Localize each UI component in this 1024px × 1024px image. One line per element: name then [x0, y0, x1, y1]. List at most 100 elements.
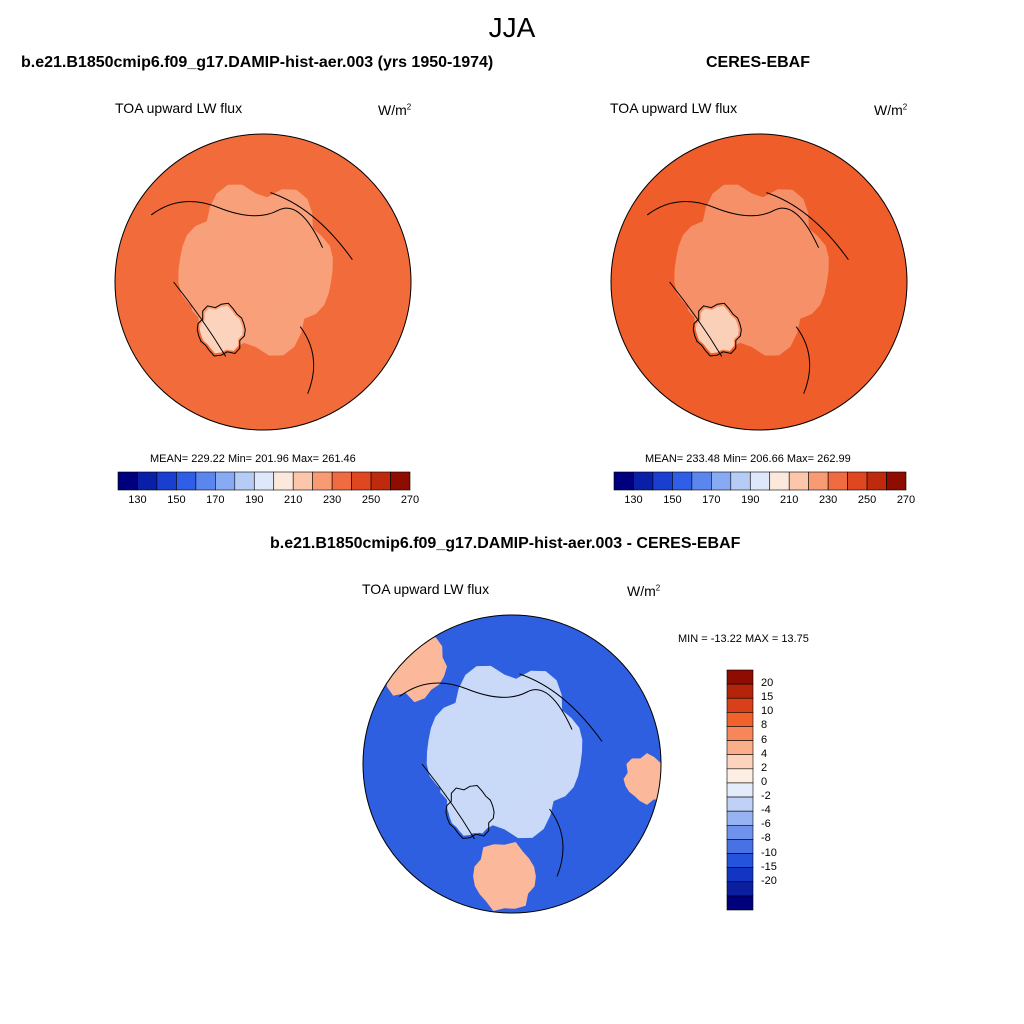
right-variable-label: TOA upward LW flux: [610, 100, 738, 116]
colorbar-tick-label: -20: [761, 874, 777, 887]
colorbar-tick-label: 190: [245, 494, 264, 506]
map-border: [362, 614, 662, 914]
diff-colorbar-ticks: 20 15 10 8 6 4 2 0 -2 -4 -6 -8 -10 -15 -20: [761, 670, 801, 910]
greenland-coastline: [692, 302, 742, 357]
colorbar-tick-label: -15: [761, 860, 777, 873]
greenland-field: [695, 306, 739, 354]
colorbar-swatch: [726, 839, 754, 854]
colorbar-swatch: [726, 881, 754, 897]
colorbar-tick-label: 8: [761, 719, 768, 732]
colorbar-swatch: [726, 669, 754, 685]
colorbar-swatch: [726, 754, 754, 770]
left-colorbar-ticks: 130 150 170 190 210 230 250 270: [118, 494, 419, 508]
colorbar-swatch: [726, 867, 754, 883]
right-colorbar-ticks: 130 150 170 190 210 230 250 270: [614, 494, 915, 508]
greenland-field: [448, 788, 492, 836]
colorbar-swatch: [672, 471, 693, 491]
colorbar-swatch: [769, 471, 790, 491]
colorbar-swatch: [749, 471, 771, 491]
colorbar-swatch: [613, 471, 634, 491]
colorbar-swatch: [827, 471, 848, 491]
warm-anomaly: [473, 842, 536, 911]
colorbar-swatch: [215, 471, 236, 491]
map-field: [115, 134, 411, 430]
colorbar-swatch: [726, 853, 754, 868]
diff-polar-map: [362, 614, 662, 914]
colorbar-tick-label: -8: [761, 832, 771, 845]
colorbar-swatch: [176, 471, 197, 491]
greenland-coastline: [196, 302, 246, 357]
left-units-label: W/m2: [378, 102, 412, 118]
map-field: [363, 615, 661, 913]
left-colorbar: [117, 471, 411, 491]
colorbar-swatch: [253, 471, 275, 491]
colorbar-tick-label: 0: [761, 775, 768, 788]
colorbar-tick-label: 210: [780, 494, 799, 506]
colorbar-swatch: [390, 471, 411, 491]
colorbar-tick-label: 2: [761, 761, 768, 774]
colorbar-swatch: [730, 471, 751, 491]
colorbar-tick-label: 270: [400, 494, 420, 506]
left-panel-title: b.e21.B1850cmip6.f09_g17.DAMIP-hist-aer.…: [21, 54, 494, 71]
colorbar-tick-label: 20: [761, 677, 774, 690]
colorbar-tick-label: 15: [761, 691, 774, 704]
right-panel-title: CERES-EBAF: [706, 54, 811, 71]
field-arctic: [682, 215, 791, 334]
colorbar-tick-label: -6: [761, 818, 771, 831]
colorbar-swatch: [726, 726, 754, 741]
colorbar-tick-label: 190: [741, 494, 760, 506]
colorbar-tick-label: 250: [857, 494, 877, 506]
colorbar-swatch: [652, 471, 673, 491]
left-polar-map: [114, 133, 412, 431]
colorbar-swatch: [788, 471, 809, 491]
colorbar-swatch: [726, 796, 754, 812]
colorbar-tick-label: 210: [284, 494, 303, 506]
colorbar-swatch: [847, 471, 868, 491]
right-colorbar: [613, 471, 907, 491]
coastline: [150, 192, 353, 394]
left-stats-label: MEAN= 229.22 Min= 201.96 Max= 261.46: [150, 453, 356, 465]
colorbar-tick-label: 230: [322, 494, 342, 506]
colorbar-swatch: [866, 471, 887, 491]
colorbar-swatch: [370, 471, 391, 491]
right-stats-label: MEAN= 233.48 Min= 206.66 Max= 262.99: [645, 453, 851, 465]
colorbar-tick-label: 230: [818, 494, 838, 506]
colorbar-swatch: [711, 471, 732, 491]
colorbar-tick-label: 150: [167, 494, 186, 506]
colorbar-tick-label: 150: [663, 494, 682, 506]
left-variable-label: TOA upward LW flux: [115, 100, 243, 116]
colorbar-tick-label: 170: [206, 494, 225, 506]
greenland-field: [199, 306, 243, 354]
colorbar-swatch: [808, 471, 829, 491]
colorbar-swatch: [633, 471, 654, 491]
map-field: [611, 134, 907, 430]
coastline: [399, 673, 603, 877]
colorbar-swatch: [726, 824, 754, 840]
diff-colorbar: [726, 669, 754, 911]
colorbar-swatch: [726, 683, 754, 699]
colorbar-tick-label: 270: [896, 494, 916, 506]
colorbar-swatch: [726, 768, 754, 784]
colorbar-tick-label: -4: [761, 804, 771, 817]
colorbar-swatch: [351, 471, 372, 491]
colorbar-swatch: [886, 471, 907, 491]
colorbar-swatch: [273, 471, 294, 491]
colorbar-swatch: [312, 471, 333, 491]
colorbar-tick-label: 130: [624, 494, 643, 506]
colorbar-tick-label: 170: [702, 494, 721, 506]
colorbar-swatch: [726, 740, 754, 756]
colorbar-swatch: [156, 471, 177, 491]
coastline: [646, 192, 849, 394]
colorbar-swatch: [137, 471, 158, 491]
figure-title: JJA: [488, 12, 536, 43]
colorbar-swatch: [195, 471, 216, 491]
field-arctic: [434, 697, 545, 816]
colorbar-swatch: [726, 697, 754, 713]
colorbar-swatch: [726, 895, 754, 911]
colorbar-tick-label: -2: [761, 790, 771, 803]
right-units-label: W/m2: [874, 102, 908, 118]
colorbar-swatch: [726, 782, 754, 798]
diff-variable-label: TOA upward LW flux: [362, 581, 490, 597]
colorbar-tick-label: -10: [761, 846, 777, 859]
colorbar-tick-label: 6: [761, 733, 768, 746]
